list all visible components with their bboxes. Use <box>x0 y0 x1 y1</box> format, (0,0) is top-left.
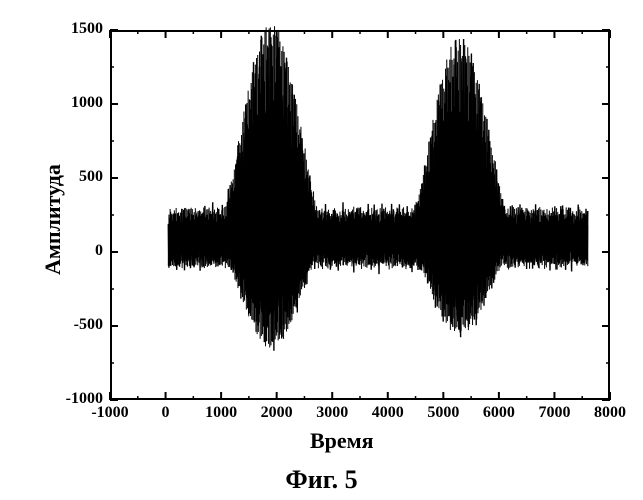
x-tick-label: 6000 <box>474 404 524 422</box>
x-tick-label: 2000 <box>252 404 302 422</box>
x-tick-label: 3000 <box>307 404 357 422</box>
y-tick-label: -1000 <box>55 390 103 408</box>
x-tick-label: 1000 <box>196 404 246 422</box>
x-tick-label: 4000 <box>363 404 413 422</box>
y-tick-label: 1500 <box>55 20 103 38</box>
x-tick-label: 8000 <box>585 404 635 422</box>
x-tick-label: 5000 <box>418 404 468 422</box>
figure: Амплитуда Время Фиг. 5 -1000010002000300… <box>0 0 643 500</box>
y-tick-label: 500 <box>55 168 103 186</box>
y-tick-label: -500 <box>55 316 103 334</box>
x-tick-label: 0 <box>141 404 191 422</box>
y-tick-label: 0 <box>55 242 103 260</box>
x-tick-label: 7000 <box>529 404 579 422</box>
y-tick-label: 1000 <box>55 94 103 112</box>
